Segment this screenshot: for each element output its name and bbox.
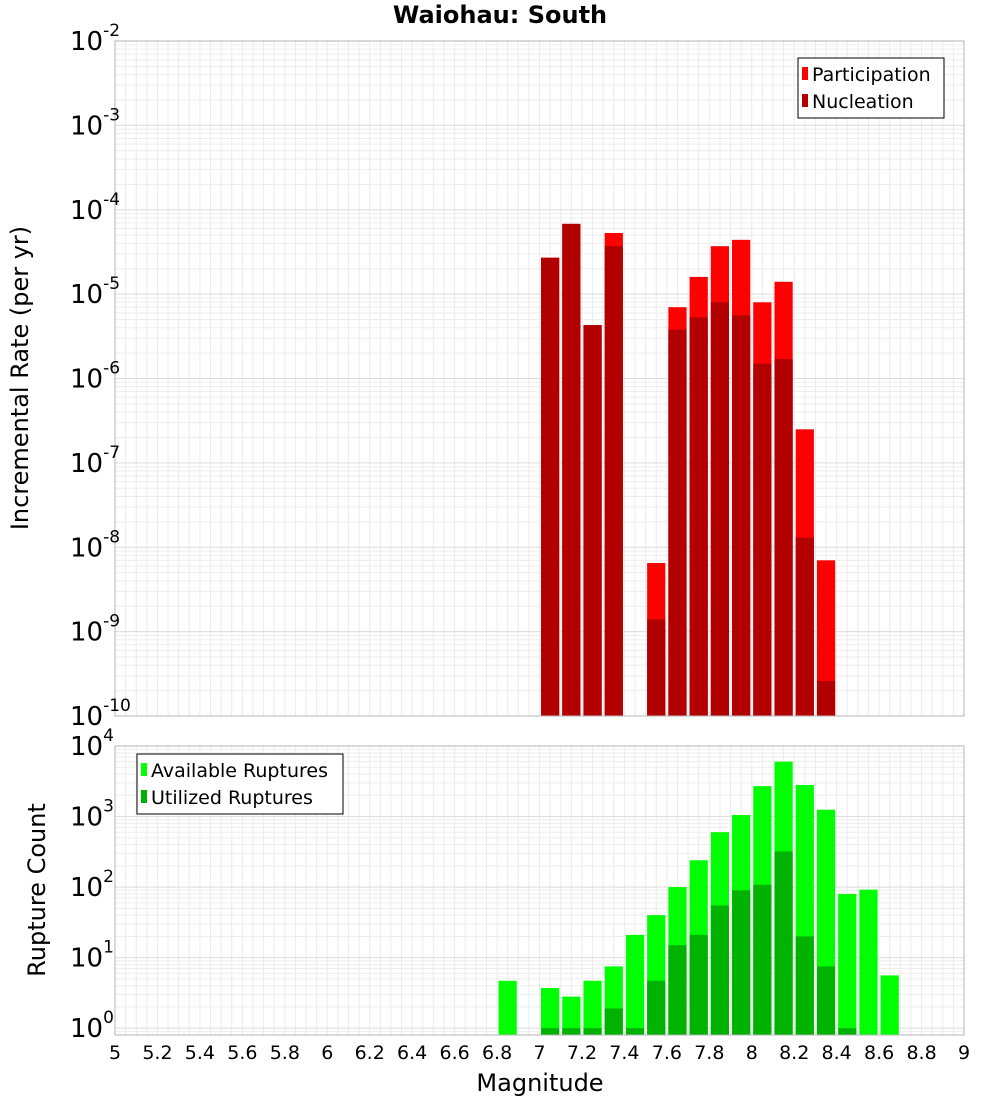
x-tick-label: 7 (533, 1042, 545, 1064)
bar (816, 560, 836, 716)
bar (562, 223, 581, 716)
y-tick-label: 10-9 (70, 612, 120, 648)
bar (583, 1028, 602, 1035)
y-tick-label: 10-10 (70, 696, 131, 732)
x-tick-label: 6.4 (397, 1042, 427, 1064)
bar (604, 246, 623, 716)
bar (541, 988, 560, 1035)
x-tick-label: 8.8 (906, 1042, 936, 1064)
x-tick-label: 8.6 (864, 1042, 894, 1064)
legend-box (797, 57, 945, 119)
bar (541, 257, 560, 716)
bar (541, 1028, 560, 1035)
x-tick-label: 5.2 (142, 1042, 172, 1064)
legend-entry: Utilized Ruptures (151, 787, 313, 809)
bar (625, 934, 645, 1035)
x-tick-label: 6 (321, 1042, 333, 1064)
series-nucleation (541, 223, 836, 716)
x-tick-label: 6.6 (439, 1042, 469, 1064)
legend-swatch (141, 790, 147, 803)
y-tick-label: 10-6 (70, 359, 120, 395)
x-axis-label: Magnitude (476, 1069, 603, 1097)
bar (753, 884, 772, 1035)
x-tick-label: 5.4 (185, 1042, 215, 1064)
legend-box (136, 753, 344, 815)
bar (647, 619, 666, 716)
bar (816, 680, 836, 716)
y-tick-label: 10-8 (70, 527, 120, 563)
bar (732, 315, 751, 716)
bar (880, 975, 899, 1035)
x-tick-label: 5.6 (227, 1042, 257, 1064)
series-utilized-ruptures (541, 851, 857, 1035)
bar (710, 905, 730, 1035)
legend: Available Ruptures Utilized Ruptures (136, 753, 344, 815)
y-tick-label: 10-4 (70, 190, 120, 226)
y-axis-label: Incremental Rate (per yr) (6, 226, 34, 530)
bar (774, 359, 793, 716)
bar (562, 1028, 581, 1035)
x-tick-label: 5 (109, 1042, 121, 1064)
bar (498, 980, 517, 1035)
x-tick-label: 6.2 (355, 1042, 385, 1064)
legend-swatch (802, 94, 808, 107)
y-tick-label: 100 (70, 1008, 114, 1044)
legend-swatch (802, 67, 808, 80)
legend: Participation Nucleation (797, 57, 945, 119)
x-tick-label: 8.4 (822, 1042, 852, 1064)
bar (668, 945, 687, 1035)
rate-panel: 10-10 10-9 10-8 10-7 10-6 10-5 10-4 10-3 10-2 Inc… (6, 21, 965, 732)
bar (774, 851, 793, 1035)
bar (689, 317, 708, 716)
plot-border (114, 40, 965, 717)
bar (838, 1028, 857, 1035)
bar (859, 889, 878, 1035)
plot-border (114, 745, 965, 1036)
bar (795, 537, 814, 716)
bar (816, 966, 836, 1035)
legend-entry: Nucleation (812, 91, 914, 113)
bar (710, 302, 730, 716)
y-tick-label: 10-7 (70, 443, 120, 479)
legend-entry: Available Ruptures (151, 760, 328, 782)
x-tick-label: 9 (958, 1042, 970, 1064)
y-axis-label: Rupture Count (23, 803, 51, 977)
y-tick-label: 104 (70, 726, 114, 762)
x-tick-label: 5.8 (270, 1042, 300, 1064)
bar (838, 893, 857, 1035)
y-tick-label: 10-5 (70, 274, 120, 310)
bar (753, 363, 772, 716)
x-tick-label: 7.8 (694, 1042, 724, 1064)
legend-entry: Participation (812, 64, 931, 86)
x-tick-label: 8 (746, 1042, 758, 1064)
bar (647, 980, 666, 1035)
bar (689, 934, 708, 1035)
x-tick-label: 8.2 (779, 1042, 809, 1064)
chart-title: Waiohau: South (393, 1, 607, 29)
bar (625, 1028, 645, 1035)
y-tick-label: 10-3 (70, 105, 120, 141)
count-panel: 100 101 102 103 104 Rupture Count Available Ru… (23, 726, 965, 1044)
x-tick-label: 7.4 (609, 1042, 639, 1064)
bar (668, 329, 687, 716)
y-tick-label: 102 (70, 867, 114, 903)
y-tick-label: 10-2 (70, 21, 120, 57)
legend-swatch (141, 763, 147, 776)
bar (583, 325, 602, 716)
bar (732, 890, 751, 1035)
x-tick-label: 6.8 (482, 1042, 512, 1064)
bar (604, 1008, 623, 1035)
bar (583, 980, 602, 1035)
y-tick-label: 101 (70, 938, 114, 974)
bar (562, 996, 581, 1035)
y-tick-label: 103 (70, 797, 114, 833)
x-tick-label: 7.6 (652, 1042, 682, 1064)
magnitude-axis: 5 5.2 5.4 5.6 5.8 6 6.2 6.4 6.6 6.8 7 7.2 7.4 7.6 7.8 8… (109, 1042, 970, 1064)
bar (795, 936, 814, 1035)
x-tick-label: 7.2 (567, 1042, 597, 1064)
